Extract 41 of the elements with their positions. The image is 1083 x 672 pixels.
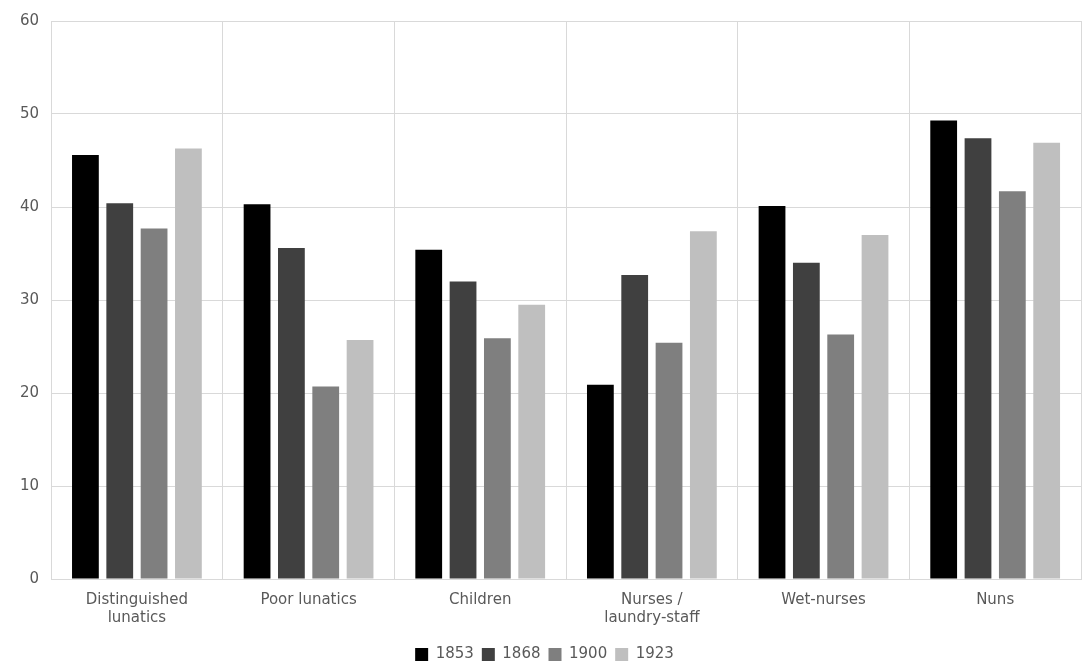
x-tick-label: Nuns [976,589,1015,608]
y-tick-label: 50 [19,103,40,122]
bar [964,138,992,579]
y-tick-label: 0 [29,568,40,587]
bar [415,249,443,579]
bar [278,247,305,579]
bar [758,206,786,579]
bar [792,262,820,579]
bar [998,191,1026,579]
bar [175,148,202,579]
bar [655,342,683,579]
bar [827,334,855,579]
x-tick-label: Wet-nurses [781,589,866,608]
bar [621,274,649,579]
x-tick-label: Nurses / laundry-staff [604,589,701,626]
bar [449,281,477,579]
x-tick-label: Distinguished lunatics [85,589,189,626]
bar [140,228,168,579]
legend-label: 1923 [635,644,674,663]
x-tick-label: Children [449,589,512,608]
x-tick-label: Poor lunatics [260,589,357,608]
bar [930,120,958,579]
bar [518,304,546,579]
bar [72,154,99,579]
bar [312,386,340,579]
y-tick-label: 10 [19,475,40,494]
legend-label: 1868 [502,644,541,663]
bar [689,231,717,579]
legend-label: 1900 [569,644,608,663]
y-tick-label: 40 [19,196,40,215]
bar [346,339,374,579]
bar [1033,142,1061,579]
y-tick-label: 30 [19,289,40,308]
y-tick-label: 20 [19,382,40,401]
bar [861,234,889,579]
bar [243,204,271,579]
y-tick-label: 60 [19,10,40,29]
bar [106,203,134,579]
legend-label: 1853 [435,644,474,663]
bar [586,384,614,579]
bar [483,338,511,579]
